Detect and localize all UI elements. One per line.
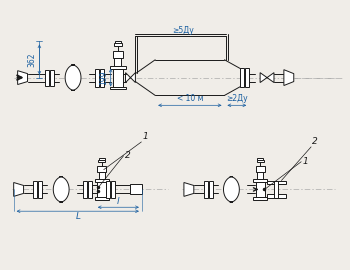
Polygon shape [184,183,194,196]
Bar [115,42,120,43]
Bar [97,181,106,197]
Bar [256,181,265,197]
Polygon shape [126,73,135,83]
Bar [256,166,265,172]
Bar [100,69,104,86]
Bar [114,43,121,46]
Bar [267,194,286,198]
Bar [257,172,263,178]
Text: 2: 2 [312,137,318,146]
Polygon shape [260,73,274,83]
Bar [130,184,142,194]
Polygon shape [284,70,294,86]
Text: 1: 1 [142,132,148,141]
Bar [274,181,278,198]
Bar [114,58,121,66]
Bar [95,69,99,86]
Text: 362: 362 [27,52,36,67]
Bar [111,181,115,198]
Bar [38,181,42,198]
Bar [99,172,105,178]
Bar [253,178,267,181]
Text: ≥2Ду: ≥2Ду [226,94,248,103]
Bar [267,181,286,184]
Bar [113,69,122,86]
Bar [110,66,126,69]
Text: L: L [75,212,80,221]
Polygon shape [224,177,239,202]
Polygon shape [53,177,69,202]
Bar [110,86,126,89]
Polygon shape [18,71,28,85]
Bar [253,197,267,200]
Bar [257,160,264,162]
Text: l: l [117,197,120,206]
Bar [46,70,49,86]
Bar [88,181,92,198]
Text: 199: 199 [100,70,109,85]
Bar [98,160,105,162]
Bar [113,51,122,58]
Bar [99,158,105,160]
Bar [97,166,106,172]
Bar [34,181,37,198]
Bar [240,68,244,87]
Bar [209,181,212,198]
Text: < 10 м: < 10 м [177,94,203,103]
Bar [95,178,109,181]
Bar [50,70,54,86]
Bar [204,181,208,198]
Bar [106,181,110,198]
Text: 1: 1 [302,157,308,166]
Text: ≥5Ду: ≥5Ду [172,26,194,35]
Bar [245,68,249,87]
Polygon shape [65,65,81,90]
Polygon shape [14,183,23,196]
Bar [95,197,109,200]
Bar [257,158,263,160]
Bar [83,181,87,198]
Text: 2: 2 [125,151,130,160]
